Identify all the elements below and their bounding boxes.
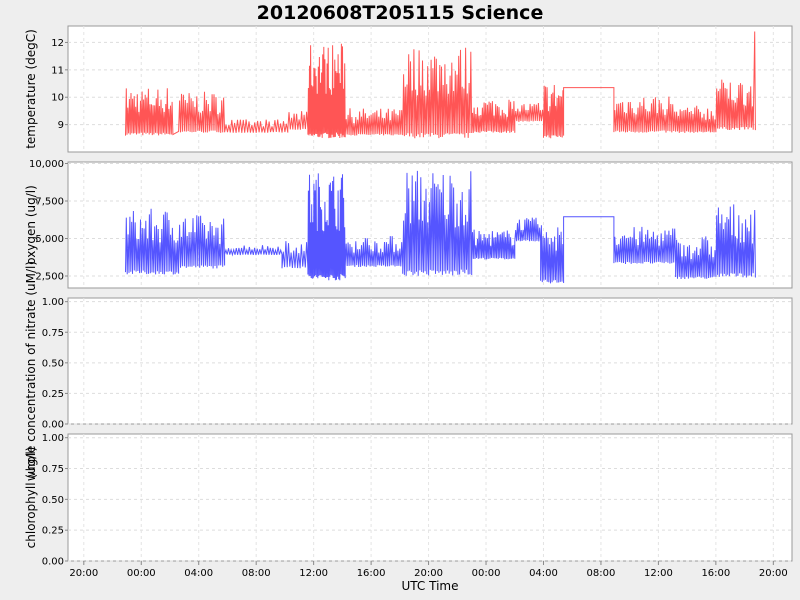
x-tick-label: 20:00 <box>69 568 98 579</box>
x-tick-label: 12:00 <box>644 568 673 579</box>
x-tick-label: 04:00 <box>184 568 213 579</box>
x-tick-label: 00:00 <box>127 568 156 579</box>
panel-plot-area <box>67 433 793 562</box>
data-series-line <box>125 31 756 139</box>
y-tick-label: 0.50 <box>42 495 64 506</box>
y-axis-label-overlay: whole concentration of nitrate (uM/l) <box>24 261 38 481</box>
y-tick-label: 0.25 <box>42 389 64 400</box>
y-tick-label: 10,000 <box>29 159 64 170</box>
y-tick-label: 1.00 <box>42 433 64 444</box>
y-tick-label: 9 <box>58 120 64 131</box>
x-tick-label: 16:00 <box>357 568 386 579</box>
y-tick-label: 0.25 <box>42 526 64 537</box>
x-tick-label: 16:00 <box>701 568 730 579</box>
x-tick-label: 20:00 <box>414 568 443 579</box>
y-axis-label: temperature (degC) <box>24 29 38 149</box>
y-tick-label: 10 <box>51 93 64 104</box>
x-tick-label: 04:00 <box>529 568 558 579</box>
y-tick-label: 0.50 <box>42 358 64 369</box>
panel-4: 0.00 0.25 0.50 0.75 1.00 chlorophyll (ug/l) <box>24 433 793 568</box>
chart-title: 20120608T205115 Science <box>257 2 544 24</box>
y-axis-label: chlorophyll (ug/l) <box>24 447 38 549</box>
y-tick-label: 0.00 <box>42 557 64 568</box>
panel-2: 2,500 5,000 7,500 10,000 oxygen (ug/l) <box>24 159 793 289</box>
y-tick-label: 5,000 <box>35 234 64 245</box>
panel-1: 9 10 11 12 temperature (degC) <box>24 25 793 153</box>
data-series-line <box>125 170 756 284</box>
y-tick-label: 12 <box>51 38 64 49</box>
y-tick-label: 0.75 <box>42 328 64 339</box>
plot-panels: 9 10 11 12 temperature (degC) 2,500 5,000 7,500… <box>24 25 793 568</box>
x-tick-label: 00:00 <box>472 568 501 579</box>
y-tick-label: 2,500 <box>35 272 64 283</box>
x-axis: 20:00 00:00 04:00 08:00 12:00 16:00 20:00 00:00… <box>69 561 788 579</box>
panel-plot-area <box>67 297 793 425</box>
panel-3: 0.00 0.25 0.50 0.75 1.00 whole concentration … <box>24 261 793 481</box>
x-tick-label: 20:00 <box>759 568 788 579</box>
y-tick-label: 1.00 <box>42 297 64 308</box>
y-tick-label: 7,500 <box>35 197 64 208</box>
x-tick-label: 12:00 <box>299 568 328 579</box>
y-axis-label: oxygen (ug/l) <box>24 185 38 265</box>
y-tick-label: 0.75 <box>42 464 64 475</box>
x-axis-label: UTC Time <box>402 579 459 593</box>
x-tick-label: 08:00 <box>587 568 616 579</box>
y-tick-label: 0.00 <box>42 420 64 431</box>
x-tick-label: 08:00 <box>242 568 271 579</box>
y-tick-label: 11 <box>51 65 64 76</box>
